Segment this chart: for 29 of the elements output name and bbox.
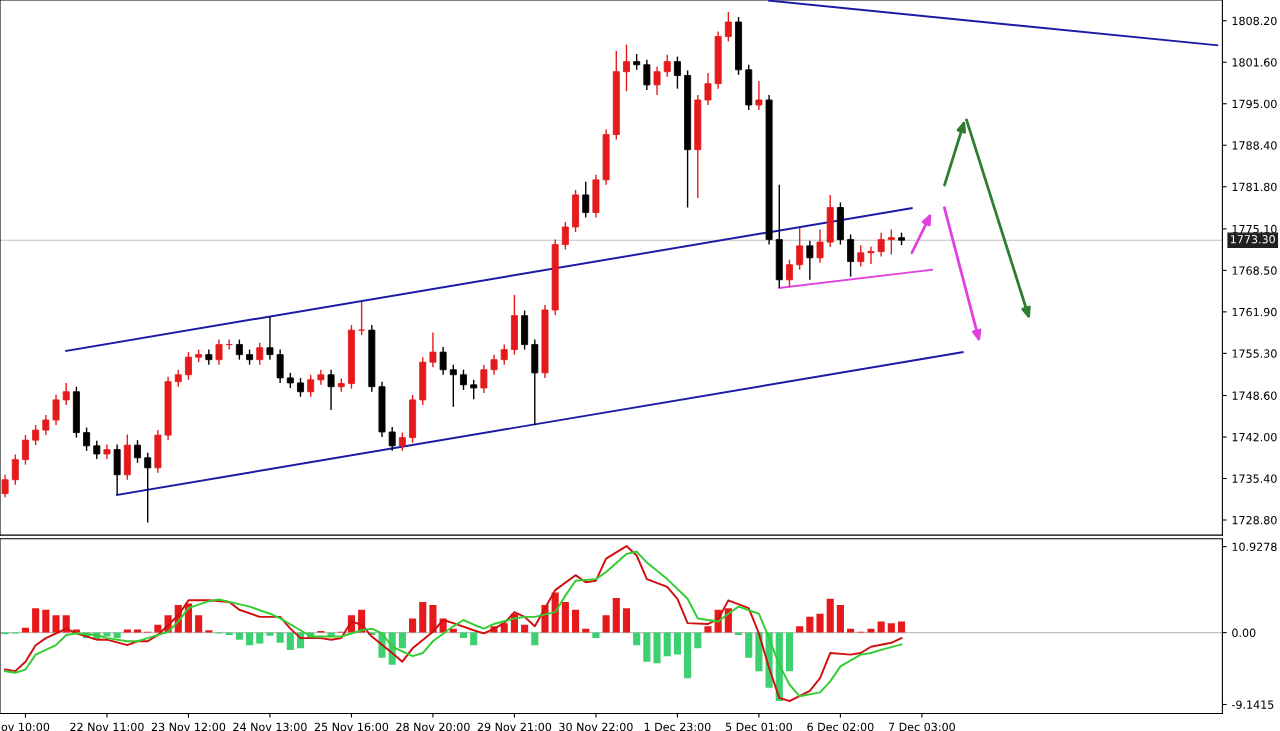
y-tick-label: 0.00 bbox=[1232, 628, 1256, 637]
y-tick-label: -9.1415 bbox=[1231, 700, 1274, 709]
ref-line-label: 1773.30 bbox=[1230, 235, 1275, 244]
x-tick-label: 30 Nov 22:00 bbox=[559, 722, 633, 731]
x-tick-label: 25 Nov 16:00 bbox=[314, 722, 389, 731]
y-tick-label: 1735.40 bbox=[1232, 474, 1277, 483]
x-tick-label: 22 Nov 11:00 bbox=[70, 722, 144, 731]
x-tick-label: 5 Dec 01:00 bbox=[725, 722, 792, 731]
y-tick-label: 1808.20 bbox=[1232, 16, 1277, 26]
y-tick-label: 1748.60 bbox=[1232, 391, 1277, 400]
y-tick-label: 1781.80 bbox=[1232, 182, 1277, 192]
y-tick-label: 1795.00 bbox=[1232, 99, 1277, 109]
x-tick-label: 6 Dec 02:00 bbox=[807, 722, 874, 731]
y-tick-label: 1768.50 bbox=[1232, 266, 1277, 275]
x-tick-label: ov 10:00 bbox=[1, 722, 50, 731]
x-tick-label: 28 Nov 20:00 bbox=[396, 722, 470, 731]
x-tick-label: 1 Dec 23:00 bbox=[644, 722, 711, 731]
y-tick-label: 1788.40 bbox=[1232, 141, 1277, 150]
y-tick-label: 1801.60 bbox=[1232, 58, 1277, 67]
x-tick-label: 7 Dec 03:00 bbox=[888, 722, 955, 731]
x-tick-label: 23 Nov 12:00 bbox=[151, 722, 226, 731]
y-tick-label: 1755.30 bbox=[1232, 349, 1277, 358]
y-tick-label: 10.9278 bbox=[1232, 542, 1277, 552]
x-tick-label: 29 Nov 21:00 bbox=[477, 722, 552, 731]
x-tick-label: 24 Nov 13:00 bbox=[233, 722, 307, 731]
y-tick-label: 1761.90 bbox=[1232, 307, 1277, 317]
y-tick-label: 1728.80 bbox=[1232, 515, 1277, 525]
y-tick-label: 1775.10 bbox=[1232, 224, 1277, 234]
y-tick-label: 1742.00 bbox=[1232, 432, 1277, 442]
